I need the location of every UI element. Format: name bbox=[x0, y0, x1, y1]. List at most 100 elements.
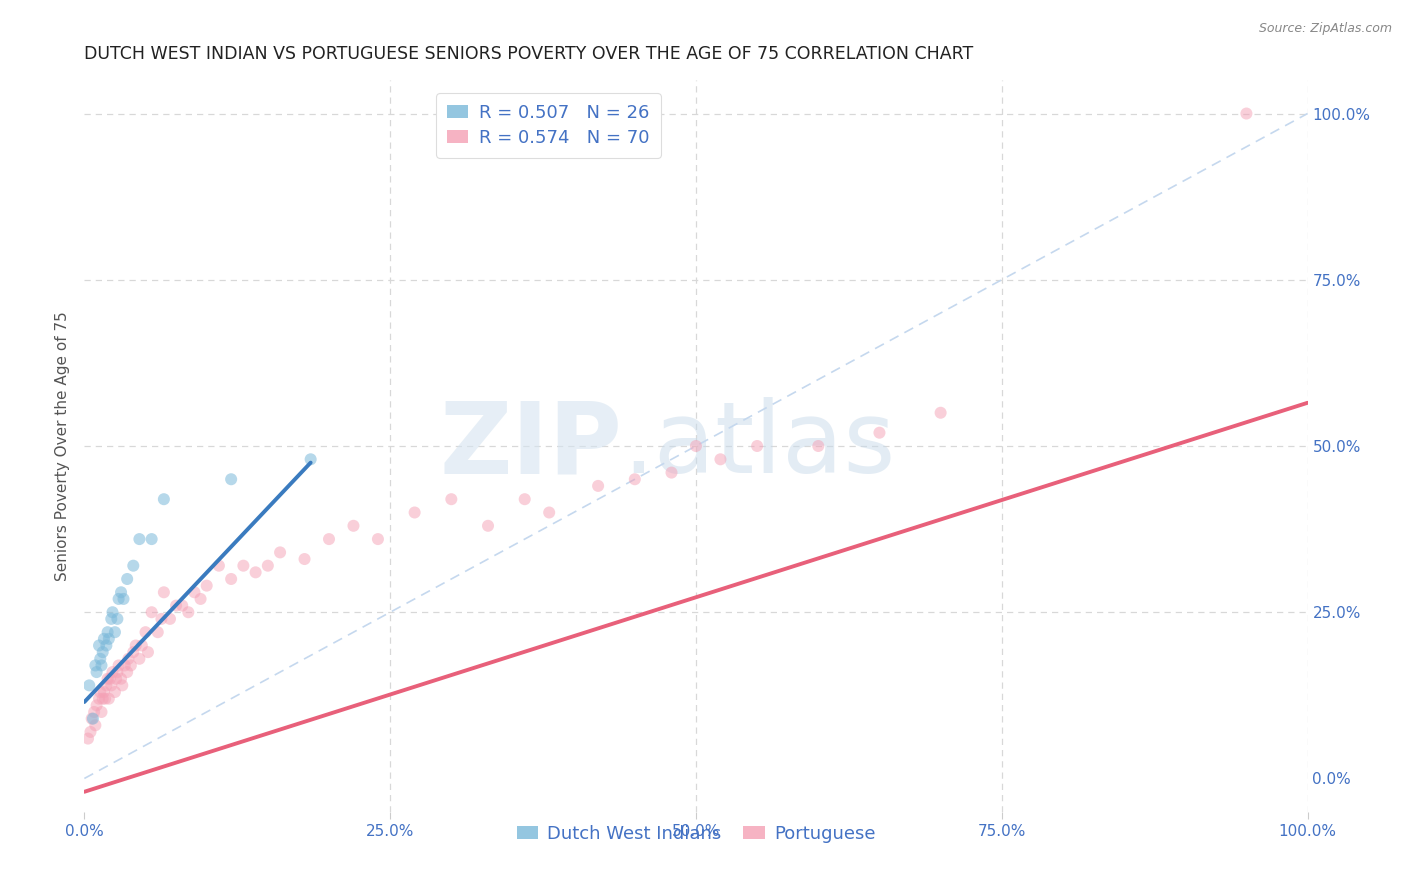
Point bbox=[112, 591, 135, 606]
Point bbox=[299, 452, 322, 467]
Point bbox=[342, 518, 364, 533]
Point bbox=[513, 492, 536, 507]
Point bbox=[84, 718, 107, 732]
Point bbox=[128, 652, 150, 666]
Point bbox=[91, 691, 114, 706]
Point bbox=[86, 665, 108, 679]
Point bbox=[150, 612, 173, 626]
Point bbox=[93, 632, 115, 646]
Point bbox=[105, 665, 128, 679]
Point bbox=[100, 612, 122, 626]
Point bbox=[93, 685, 115, 699]
Point bbox=[115, 572, 138, 586]
Point bbox=[107, 591, 129, 606]
Point bbox=[98, 672, 121, 686]
Point bbox=[1236, 106, 1258, 120]
Point bbox=[624, 472, 647, 486]
Point bbox=[183, 585, 205, 599]
Point bbox=[96, 639, 118, 653]
Point bbox=[153, 585, 176, 599]
Point bbox=[89, 652, 111, 666]
Point bbox=[77, 678, 100, 692]
Point bbox=[159, 612, 181, 626]
Point bbox=[709, 452, 731, 467]
Point bbox=[94, 691, 117, 706]
Point bbox=[257, 558, 280, 573]
Point bbox=[586, 479, 609, 493]
Point bbox=[122, 645, 145, 659]
Text: DUTCH WEST INDIAN VS PORTUGUESE SENIORS POVERTY OVER THE AGE OF 75 CORRELATION C: DUTCH WEST INDIAN VS PORTUGUESE SENIORS … bbox=[84, 45, 973, 63]
Point bbox=[80, 712, 103, 726]
Point bbox=[747, 439, 769, 453]
Text: ZIP: ZIP bbox=[440, 398, 623, 494]
Point bbox=[107, 658, 129, 673]
Point bbox=[269, 545, 291, 559]
Point bbox=[219, 572, 242, 586]
Point bbox=[77, 731, 100, 746]
Point bbox=[477, 518, 499, 533]
Point bbox=[87, 639, 110, 653]
Point bbox=[105, 612, 128, 626]
Point bbox=[195, 579, 218, 593]
Point bbox=[104, 625, 127, 640]
Point bbox=[165, 599, 187, 613]
Point bbox=[538, 506, 561, 520]
Point bbox=[135, 625, 157, 640]
Text: Source: ZipAtlas.com: Source: ZipAtlas.com bbox=[1258, 22, 1392, 36]
Point bbox=[131, 639, 153, 653]
Point bbox=[208, 558, 231, 573]
Point bbox=[367, 532, 389, 546]
Point bbox=[128, 532, 150, 546]
Point bbox=[685, 439, 707, 453]
Point bbox=[136, 645, 159, 659]
Point bbox=[110, 585, 132, 599]
Point bbox=[84, 658, 107, 673]
Point bbox=[232, 558, 254, 573]
Point bbox=[869, 425, 891, 440]
Point bbox=[105, 672, 128, 686]
Point bbox=[97, 632, 120, 646]
Point bbox=[90, 658, 112, 673]
Point bbox=[79, 725, 101, 739]
Point bbox=[245, 566, 267, 580]
Point bbox=[190, 591, 212, 606]
Point bbox=[141, 532, 163, 546]
Point bbox=[89, 685, 111, 699]
Text: .atlas: .atlas bbox=[623, 398, 896, 494]
Point bbox=[122, 558, 145, 573]
Point bbox=[101, 605, 124, 619]
Point bbox=[117, 652, 139, 666]
Point bbox=[153, 492, 176, 507]
Point bbox=[87, 691, 110, 706]
Point bbox=[294, 552, 316, 566]
Point bbox=[90, 705, 112, 719]
Point bbox=[177, 605, 200, 619]
Point bbox=[111, 678, 134, 692]
Point bbox=[91, 645, 114, 659]
Point bbox=[83, 705, 105, 719]
Legend: Dutch West Indians, Portuguese: Dutch West Indians, Portuguese bbox=[509, 818, 883, 850]
Point bbox=[172, 599, 194, 613]
Point bbox=[82, 712, 104, 726]
Point bbox=[120, 658, 142, 673]
Point bbox=[318, 532, 340, 546]
Point bbox=[115, 665, 138, 679]
Point bbox=[141, 605, 163, 619]
Y-axis label: Seniors Poverty Over the Age of 75: Seniors Poverty Over the Age of 75 bbox=[55, 311, 70, 581]
Point bbox=[440, 492, 463, 507]
Point bbox=[146, 625, 169, 640]
Point bbox=[97, 672, 120, 686]
Point bbox=[97, 691, 120, 706]
Point bbox=[114, 658, 136, 673]
Point bbox=[404, 506, 426, 520]
Point bbox=[661, 466, 683, 480]
Point bbox=[929, 406, 952, 420]
Point bbox=[96, 678, 118, 692]
Point bbox=[807, 439, 830, 453]
Point bbox=[110, 672, 132, 686]
Point bbox=[100, 678, 122, 692]
Point bbox=[219, 472, 242, 486]
Point bbox=[101, 665, 124, 679]
Point bbox=[104, 685, 127, 699]
Point bbox=[97, 625, 120, 640]
